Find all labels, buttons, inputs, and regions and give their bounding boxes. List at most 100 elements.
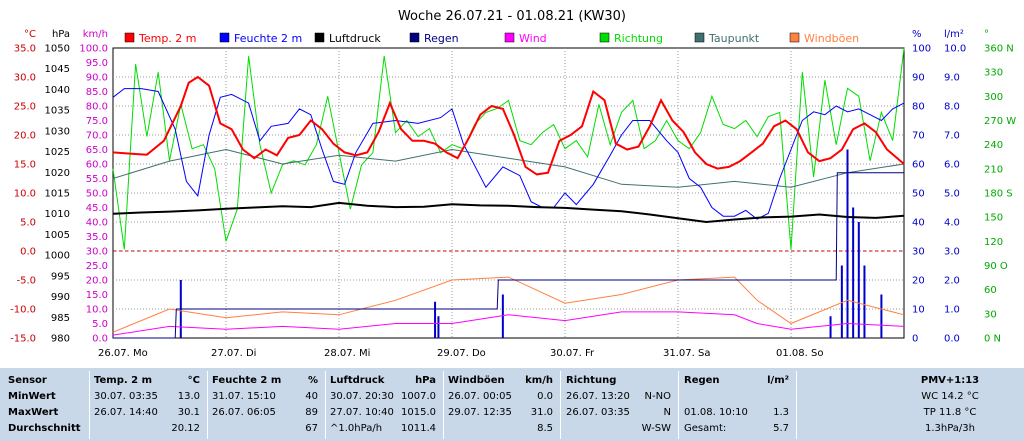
table-cell-value: 89 <box>305 407 318 418</box>
table-row-label: Durchschnitt <box>8 423 81 434</box>
axis-tick-left: 1050 <box>45 44 70 55</box>
rain-bar <box>437 316 440 338</box>
rain-bar <box>852 207 855 338</box>
axis-tick-left: 35.0 <box>86 232 108 243</box>
axis-tick-left: 1040 <box>45 85 70 96</box>
axis-tick-right: 90 <box>912 73 925 84</box>
table-cell-time: 26.07. 13:20 <box>566 391 630 402</box>
table-cell-value: 1007.0 <box>401 391 436 402</box>
axis-tick-left: 20.0 <box>86 276 108 287</box>
axis-tick-right: 360 N <box>984 44 1014 55</box>
table-cell-value: N <box>663 407 671 418</box>
axis-tick-right: 180 S <box>984 189 1013 200</box>
table-cell-value: 5.7 <box>773 423 789 434</box>
table-header: Richtung <box>566 375 617 386</box>
axis-tick-right: 30 <box>912 247 925 258</box>
table-cell-value: 67 <box>305 423 318 434</box>
x-tick-label: 29.07. Do <box>437 348 486 359</box>
axis-tick-right: 60 <box>912 160 925 171</box>
axis-unit-right: % <box>912 29 922 40</box>
legend-swatch <box>504 32 515 43</box>
table-cell-time: 31.07. 15:10 <box>212 391 276 402</box>
table-cell-value: N-NO <box>644 391 671 402</box>
table-cell-value: 13.0 <box>177 391 200 402</box>
column-separator <box>89 371 90 439</box>
axis-tick-left: 30.0 <box>14 73 36 84</box>
table-header: PMV+1:13 <box>920 375 980 386</box>
axis-tick-right: 300 <box>984 92 1003 103</box>
legend-label: Temp. 2 m <box>138 32 197 45</box>
axis-tick-left: 80.0 <box>86 102 108 113</box>
axis-tick-left: 5.0 <box>92 319 108 330</box>
axis-tick-left: 30.0 <box>86 247 108 258</box>
chart-plot-area <box>112 47 905 339</box>
axis-tick-left: -5.0 <box>16 276 36 287</box>
rain-bar <box>857 222 860 338</box>
table-header: Sensor <box>8 375 47 386</box>
axis-tick-left: 85.0 <box>86 87 108 98</box>
axis-tick-left: 90.0 <box>86 73 108 84</box>
axis-tick-right: 5.0 <box>944 189 960 200</box>
table-cell-pmv: 1.3hPa/3h <box>924 423 976 434</box>
axis-tick-left: 20.0 <box>14 131 36 142</box>
axis-tick-right: 6.0 <box>944 160 960 171</box>
axis-tick-left: 25.0 <box>14 102 36 113</box>
x-tick-label: 28.07. Mi <box>324 348 370 359</box>
axis-unit-left: hPa <box>52 29 70 40</box>
table-cell-value: 0.0 <box>537 391 553 402</box>
column-separator <box>443 371 444 439</box>
table-header: Temp. 2 m <box>94 375 152 386</box>
x-tick-label: 30.07. Fr <box>550 348 595 359</box>
x-tick-label: 27.07. Di <box>211 348 256 359</box>
table-header: Windböen <box>448 375 505 386</box>
chart-grid <box>112 47 905 339</box>
series-line-feuchte-2-m <box>112 88 905 220</box>
table-cell-pmv: WC 14.2 °C <box>921 391 979 402</box>
axis-tick-right: 8.0 <box>944 102 960 113</box>
axis-tick-left: 1030 <box>45 126 70 137</box>
table-cell-time: 26.07. 14:40 <box>94 407 158 418</box>
axis-tick-right: 30 <box>984 309 997 320</box>
axis-tick-left: 5.0 <box>20 218 36 229</box>
series-line-luftdruck <box>112 201 905 224</box>
axis-tick-left: 45.0 <box>86 203 108 214</box>
axis-tick-right: 0 N <box>984 334 1001 345</box>
series-line-taupunkt <box>112 148 905 188</box>
axis-tick-right: 7.0 <box>944 131 960 142</box>
legend-label: Richtung <box>614 32 663 45</box>
series-line-wind <box>112 311 905 336</box>
legend-swatch <box>694 32 705 43</box>
axis-tick-left: 1045 <box>45 64 70 75</box>
table-header: Luftdruck <box>330 375 385 386</box>
axis-tick-left: 0.0 <box>20 247 36 258</box>
axis-tick-right: 9.0 <box>944 73 960 84</box>
table-cell-time: 30.07. 20:30 <box>330 391 394 402</box>
chart-axes: °C 35.0 30.0 25.0 20.0 15.0 10.0 5.0 0.0 -5.0 -10.… <box>10 29 1016 359</box>
axis-tick-right: 60 <box>984 285 997 296</box>
axis-tick-left: 15.0 <box>86 290 108 301</box>
column-separator <box>560 371 561 439</box>
axis-tick-left: 1025 <box>45 147 70 158</box>
table-cell-value: 1015.0 <box>401 407 436 418</box>
table-cell-time: 26.07. 03:35 <box>566 407 630 418</box>
axis-tick-right: 240 <box>984 140 1003 151</box>
rain-bar <box>846 149 849 338</box>
axis-tick-left: 1005 <box>45 230 70 241</box>
table-header-unit: km/h <box>525 375 553 386</box>
axis-tick-right: 100 <box>912 44 931 55</box>
axis-tick-left: 35.0 <box>14 44 36 55</box>
legend-swatch <box>789 32 800 43</box>
axis-tick-right: 50 <box>912 189 925 200</box>
table-cell-time: 27.07. 10:40 <box>330 407 394 418</box>
series-line-regen <box>113 172 904 339</box>
axis-tick-left: 10.0 <box>86 305 108 316</box>
legend-label: Luftdruck <box>329 32 381 45</box>
table-row-label: MinWert <box>8 391 56 402</box>
table-cell-time: 26.07. 06:05 <box>212 407 276 418</box>
axis-unit-left: km/h <box>83 29 108 40</box>
legend-swatch <box>124 32 135 43</box>
axis-tick-left: 0.0 <box>92 334 108 345</box>
column-separator <box>678 371 679 439</box>
table-header-unit: °C <box>187 375 200 386</box>
table-header-unit: % <box>307 375 318 386</box>
